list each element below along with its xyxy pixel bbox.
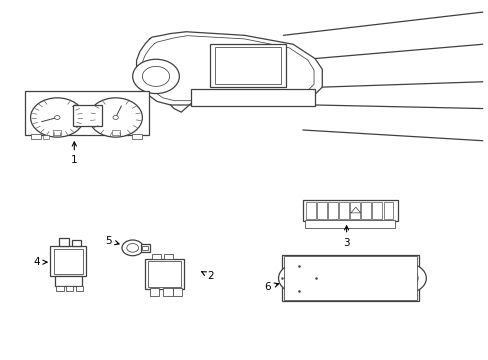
- Bar: [25, 91, 148, 135]
- Text: 4: 4: [34, 257, 47, 267]
- Bar: [336, 258, 347, 266]
- Bar: [284, 256, 416, 300]
- Circle shape: [89, 98, 142, 137]
- Bar: [324, 274, 343, 283]
- Bar: [73, 105, 102, 126]
- Circle shape: [113, 116, 118, 120]
- Bar: [365, 274, 384, 283]
- Bar: [30, 134, 41, 139]
- Circle shape: [278, 263, 319, 293]
- Bar: [327, 202, 337, 219]
- Bar: [147, 261, 181, 287]
- Bar: [72, 240, 81, 246]
- Bar: [50, 246, 86, 276]
- Bar: [173, 288, 182, 296]
- Circle shape: [132, 59, 179, 94]
- Bar: [316, 202, 326, 219]
- Circle shape: [400, 274, 410, 282]
- Bar: [163, 288, 173, 296]
- Circle shape: [55, 116, 60, 120]
- Bar: [76, 286, 83, 292]
- Circle shape: [408, 258, 414, 262]
- Bar: [374, 258, 386, 266]
- Bar: [372, 202, 382, 219]
- Bar: [149, 288, 159, 296]
- Bar: [305, 220, 394, 228]
- Circle shape: [142, 66, 169, 86]
- Text: 3: 3: [343, 226, 349, 248]
- Text: 5: 5: [105, 236, 119, 246]
- Bar: [365, 286, 384, 294]
- Bar: [349, 202, 359, 219]
- Bar: [339, 202, 348, 219]
- Bar: [344, 286, 363, 294]
- Circle shape: [408, 294, 414, 298]
- Circle shape: [286, 258, 291, 262]
- Circle shape: [126, 244, 138, 252]
- Bar: [53, 130, 61, 135]
- Bar: [362, 258, 373, 266]
- Circle shape: [293, 274, 304, 282]
- Circle shape: [122, 240, 143, 256]
- Bar: [344, 274, 363, 283]
- Bar: [164, 254, 173, 258]
- Bar: [361, 202, 370, 219]
- Bar: [324, 258, 335, 266]
- Circle shape: [30, 98, 84, 137]
- Bar: [152, 254, 161, 258]
- Text: 2: 2: [201, 271, 213, 282]
- Circle shape: [385, 263, 426, 293]
- Bar: [142, 246, 147, 250]
- Bar: [302, 200, 397, 221]
- Bar: [141, 244, 149, 252]
- Bar: [349, 258, 360, 266]
- Text: 6: 6: [264, 282, 278, 292]
- Bar: [112, 130, 119, 135]
- Bar: [210, 44, 285, 87]
- Bar: [144, 258, 183, 289]
- Bar: [54, 249, 82, 274]
- Circle shape: [286, 294, 291, 298]
- Bar: [305, 202, 315, 219]
- Bar: [56, 286, 63, 292]
- Bar: [215, 48, 281, 84]
- Bar: [66, 286, 73, 292]
- Bar: [42, 135, 48, 139]
- Text: 1: 1: [71, 142, 78, 165]
- Circle shape: [393, 269, 417, 287]
- Circle shape: [286, 269, 310, 287]
- Bar: [324, 286, 343, 294]
- Bar: [191, 89, 314, 106]
- Bar: [55, 276, 81, 287]
- Bar: [383, 202, 393, 219]
- Bar: [282, 255, 418, 301]
- Bar: [59, 238, 69, 246]
- Bar: [131, 134, 142, 139]
